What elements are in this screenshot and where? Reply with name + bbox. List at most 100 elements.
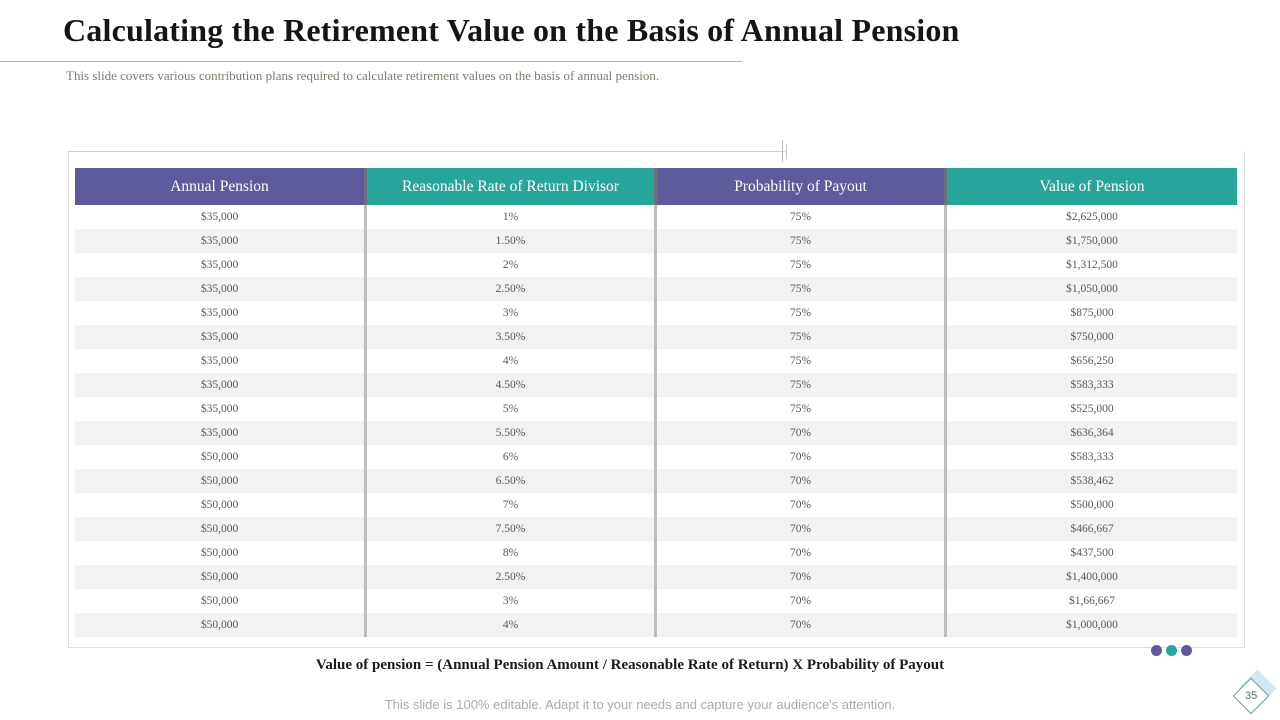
table-cell: 7% [367, 493, 657, 517]
table-cell: 75% [657, 373, 947, 397]
page-number: 35 [1244, 690, 1258, 702]
table-row: $35,000 4% 75% $656,250 [75, 349, 1237, 373]
footer-note: This slide is 100% editable. Adapt it to… [384, 697, 896, 712]
table-cell: 75% [657, 325, 947, 349]
table-cell: $35,000 [75, 397, 367, 421]
table-cell: 2% [367, 253, 657, 277]
table-cell: 75% [657, 349, 947, 373]
table-cell: $583,333 [1070, 379, 1114, 391]
table-cell: $750,000 [1070, 331, 1114, 343]
table-cell: $2,625,000 [1066, 211, 1118, 223]
table-cell: $50,000 [75, 589, 367, 613]
table-cell: 1% [367, 205, 657, 229]
table-cell: $35,000 [75, 421, 367, 445]
table-cell: 3% [367, 589, 657, 613]
table-row: $35,000 5% 75% $525,000 [75, 397, 1237, 421]
table-cell: 4% [367, 613, 657, 637]
table-cell: 75% [657, 397, 947, 421]
table-cell: $35,000 [75, 373, 367, 397]
table-cell: 75% [657, 229, 947, 253]
table-cell: $500,000 [1070, 499, 1114, 511]
table-cell: $50,000 [75, 517, 367, 541]
table-cell: 7.50% [367, 517, 657, 541]
table-row: $50,000 2.50% 70% $1,400,000 [75, 565, 1237, 589]
frame-end-tick-icon [782, 140, 783, 162]
table-header-cell: Value of Pension [947, 168, 1237, 205]
table-cell: 70% [657, 469, 947, 493]
table-cell: 75% [657, 301, 947, 325]
table-cell: 3.50% [367, 325, 657, 349]
table-cell: $1,000,000 [1066, 619, 1118, 631]
page-title: Calculating the Retirement Value on the … [63, 12, 960, 48]
slide-accent-dots [1151, 645, 1192, 656]
table-row: $35,000 2.50% 75% $1,050,000 [75, 277, 1237, 301]
table-cell: $583,333 [1070, 451, 1114, 463]
table-header-cell: Reasonable Rate of Return Divisor [367, 168, 657, 205]
dot-icon [1151, 645, 1162, 656]
table-cell: $35,000 [75, 325, 367, 349]
table-row: $35,000 2% 75% $1,312,500 [75, 253, 1237, 277]
table-cell: 3% [367, 301, 657, 325]
table-frame [68, 151, 1245, 648]
table-cell: 4% [367, 349, 657, 373]
table-cell: $50,000 [75, 493, 367, 517]
table-row: $50,000 6% 70% $583,333 [75, 445, 1237, 469]
table-cell: 70% [657, 517, 947, 541]
page-number-badge: 35 [1230, 669, 1278, 720]
pension-table: Annual Pension Reasonable Rate of Return … [75, 168, 1237, 637]
table-cell: $538,462 [1070, 475, 1114, 487]
table-cell: 1.50% [367, 229, 657, 253]
table-cell: $875,000 [1070, 307, 1114, 319]
table-cell: $636,364 [1070, 427, 1114, 439]
table-row: $35,000 3% 75% $875,000 [75, 301, 1237, 325]
table-cell: 70% [657, 493, 947, 517]
table-cell: 70% [657, 589, 947, 613]
table-cell: 8% [367, 541, 657, 565]
table-row: $50,000 6.50% 70% $538,462 [75, 469, 1237, 493]
table-cell: $35,000 [75, 349, 367, 373]
table-cell: $35,000 [75, 205, 367, 229]
table-cell: 2.50% [367, 565, 657, 589]
table-cell: 5% [367, 397, 657, 421]
table-cell: $50,000 [75, 445, 367, 469]
table-cell: $466,667 [1070, 523, 1114, 535]
slide-subtitle: This slide covers various contribution p… [66, 68, 660, 83]
table-cell: $525,000 [1070, 403, 1114, 415]
table-cell: $50,000 [75, 565, 367, 589]
table-cell: 6.50% [367, 469, 657, 493]
frame-end-tick-icon [786, 144, 787, 159]
table-cell: 70% [657, 445, 947, 469]
table-cell: $50,000 [75, 613, 367, 637]
table-header-row: Annual Pension Reasonable Rate of Return … [75, 168, 1237, 205]
table-frame-top-border [68, 151, 785, 152]
table-cell: $35,000 [75, 301, 367, 325]
table-cell: 70% [657, 613, 947, 637]
table-row: $35,000 1.50% 75% $1,750,000 [75, 229, 1237, 253]
table-cell: $656,250 [1070, 355, 1114, 367]
table-row: $50,000 7% 70% $500,000 [75, 493, 1237, 517]
table-cell: 70% [657, 541, 947, 565]
table-header-cell: Probability of Payout [657, 168, 947, 205]
pension-formula: Value of pension = (Annual Pension Amoun… [315, 657, 945, 673]
table-cell: $35,000 [75, 253, 367, 277]
table-row: $50,000 4% 70% $1,000,000 [75, 613, 1237, 637]
table-row: $50,000 3% 70% $1,66,667 [75, 589, 1237, 613]
table-cell: $1,750,000 [1066, 235, 1118, 247]
dot-icon [1181, 645, 1192, 656]
table-header-cell: Annual Pension [75, 168, 367, 205]
table-cell: $35,000 [75, 277, 367, 301]
dot-icon [1166, 645, 1177, 656]
table-cell: 6% [367, 445, 657, 469]
table-cell: $1,312,500 [1066, 259, 1118, 271]
table-cell: $1,050,000 [1066, 283, 1118, 295]
table-cell: 75% [657, 205, 947, 229]
table-cell: 75% [657, 277, 947, 301]
table-cell: $1,66,667 [1069, 595, 1115, 607]
table-cell: 5.50% [367, 421, 657, 445]
table-cell: $50,000 [75, 469, 367, 493]
table-cell: 70% [657, 421, 947, 445]
table-row: $50,000 8% 70% $437,500 [75, 541, 1237, 565]
table-cell: 4.50% [367, 373, 657, 397]
table-cell: $50,000 [75, 541, 367, 565]
table-row: $35,000 5.50% 70% $636,364 [75, 421, 1237, 445]
